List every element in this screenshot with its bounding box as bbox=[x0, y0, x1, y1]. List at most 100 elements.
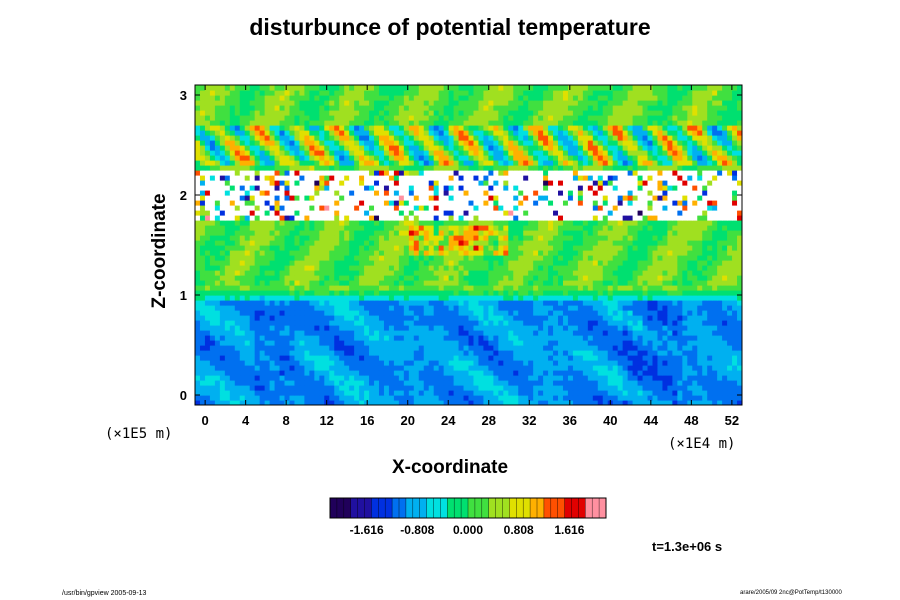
heatmap-cell bbox=[692, 370, 698, 376]
heatmap-cell bbox=[274, 240, 281, 246]
heatmap-cell bbox=[712, 220, 718, 226]
heatmap-cell bbox=[408, 320, 415, 326]
heatmap-cell bbox=[737, 395, 742, 401]
heatmap-cell bbox=[304, 390, 310, 396]
heatmap-cell bbox=[453, 190, 460, 196]
heatmap-cell bbox=[553, 225, 559, 231]
heatmap-cell bbox=[224, 190, 231, 196]
heatmap-cell bbox=[383, 335, 390, 341]
heatmap-cell bbox=[702, 230, 708, 236]
heatmap-cell bbox=[617, 375, 624, 381]
heatmap-cell bbox=[254, 335, 261, 341]
heatmap-cell bbox=[622, 185, 629, 191]
heatmap-cell bbox=[672, 235, 678, 241]
heatmap-cell bbox=[553, 260, 559, 266]
heatmap-cell bbox=[737, 400, 742, 405]
heatmap-cell bbox=[413, 245, 420, 251]
heatmap-cell bbox=[274, 305, 281, 311]
heatmap-cell bbox=[712, 195, 718, 201]
heatmap-cell bbox=[473, 195, 480, 201]
heatmap-cell bbox=[254, 400, 261, 405]
heatmap-cell bbox=[229, 300, 236, 306]
heatmap-cell bbox=[732, 210, 738, 216]
heatmap-cell bbox=[378, 200, 385, 206]
heatmap-cell bbox=[408, 330, 415, 336]
heatmap-cell bbox=[229, 225, 236, 231]
heatmap-cell bbox=[195, 250, 201, 256]
heatmap-cell bbox=[224, 235, 231, 241]
heatmap-cell bbox=[677, 290, 683, 296]
heatmap-cell bbox=[582, 195, 589, 201]
heatmap-cell bbox=[398, 335, 405, 341]
heatmap-cell bbox=[418, 310, 425, 316]
heatmap-cell bbox=[652, 310, 659, 316]
heatmap-cell bbox=[737, 340, 742, 346]
heatmap-cell bbox=[453, 265, 460, 271]
heatmap-cell bbox=[637, 190, 644, 196]
heatmap-cell bbox=[562, 190, 569, 196]
heatmap-cell bbox=[523, 230, 529, 236]
heatmap-cell bbox=[364, 265, 370, 271]
heatmap-cell bbox=[418, 370, 425, 376]
heatmap-cell bbox=[617, 215, 624, 221]
heatmap-cell bbox=[349, 210, 355, 216]
heatmap-cell bbox=[344, 235, 350, 241]
heatmap-cell bbox=[543, 400, 549, 405]
heatmap-cell bbox=[707, 230, 713, 236]
heatmap-cell bbox=[493, 310, 499, 316]
heatmap-cell bbox=[364, 235, 370, 241]
heatmap-cell bbox=[692, 340, 698, 346]
heatmap-cell bbox=[214, 370, 221, 376]
heatmap-cell bbox=[567, 400, 574, 405]
heatmap-cell bbox=[692, 390, 698, 396]
heatmap-cell bbox=[493, 385, 499, 391]
heatmap-cell bbox=[319, 290, 325, 296]
heatmap-cell bbox=[234, 290, 241, 296]
heatmap-cell bbox=[378, 280, 385, 286]
heatmap-cell bbox=[607, 280, 614, 286]
heatmap-cell bbox=[612, 230, 619, 236]
heatmap-cell bbox=[528, 340, 534, 346]
heatmap-cell bbox=[617, 345, 624, 351]
heatmap-cell bbox=[423, 200, 430, 206]
heatmap-cell bbox=[319, 220, 325, 226]
heatmap-cell bbox=[503, 390, 509, 396]
heatmap-cell bbox=[408, 275, 415, 281]
heatmap-cell bbox=[403, 190, 410, 196]
heatmap-cell bbox=[622, 260, 629, 266]
heatmap-cell bbox=[369, 335, 375, 341]
heatmap-cell bbox=[677, 250, 683, 256]
heatmap-cell bbox=[682, 195, 688, 201]
heatmap-cell bbox=[607, 370, 614, 376]
heatmap-cell bbox=[572, 200, 579, 206]
heatmap-cell bbox=[483, 310, 489, 316]
heatmap-cell bbox=[558, 340, 564, 346]
heatmap-cell bbox=[209, 330, 216, 336]
heatmap-cell bbox=[558, 195, 564, 201]
heatmap-cell bbox=[473, 385, 480, 391]
heatmap-cell bbox=[453, 395, 460, 401]
heatmap-cell bbox=[369, 280, 375, 286]
heatmap-cell bbox=[204, 180, 211, 186]
heatmap-cell bbox=[587, 365, 594, 371]
heatmap-cell bbox=[697, 225, 703, 231]
heatmap-cell bbox=[329, 285, 335, 291]
heatmap-cell bbox=[374, 215, 380, 221]
heatmap-cell bbox=[478, 290, 485, 296]
heatmap-cell bbox=[562, 255, 569, 261]
heatmap-cell bbox=[319, 355, 325, 361]
heatmap-cell bbox=[503, 195, 509, 201]
heatmap-cell bbox=[483, 380, 489, 386]
heatmap-cell bbox=[518, 215, 524, 221]
heatmap-cell bbox=[682, 320, 688, 326]
heatmap-cell bbox=[488, 205, 494, 211]
heatmap-cell bbox=[319, 320, 325, 326]
heatmap-cell bbox=[324, 260, 330, 266]
heatmap-cell bbox=[349, 185, 355, 191]
heatmap-cell bbox=[647, 245, 654, 251]
heatmap-cell bbox=[448, 255, 455, 261]
heatmap-cell bbox=[642, 235, 649, 241]
heatmap-cell bbox=[582, 310, 589, 316]
heatmap-cell bbox=[647, 235, 654, 241]
heatmap-cell bbox=[513, 290, 519, 296]
